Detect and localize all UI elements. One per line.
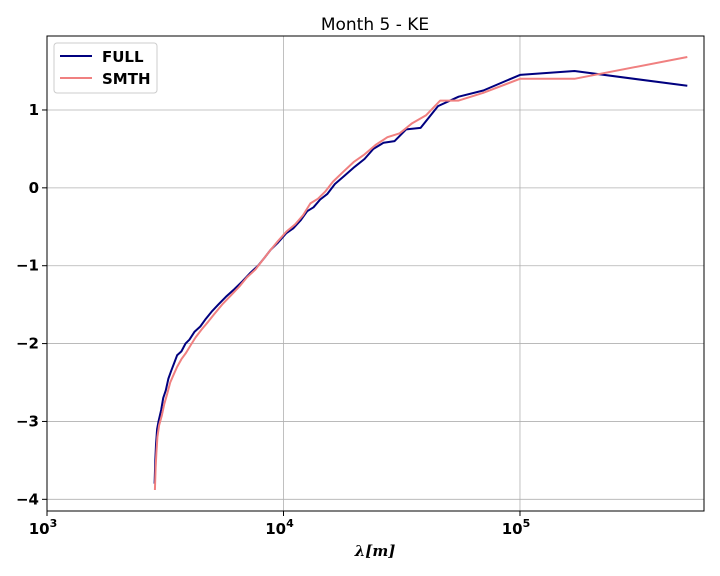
legend-label-full: FULL: [102, 48, 144, 66]
y-tick-label: 1: [29, 101, 39, 119]
y-axis-ticks: −4 −3 −2 −1 0 1: [16, 101, 47, 508]
x-axis-label: λ[m]: [354, 542, 396, 560]
legend: FULL SMTH: [53, 42, 158, 94]
x-axis-ticks: 103 104 105: [29, 511, 531, 538]
x-tick-label: 103: [29, 517, 58, 538]
grid-layer: [46, 36, 704, 511]
y-tick-label: −4: [16, 490, 39, 508]
x-tick-label: 105: [502, 517, 531, 538]
legend-label-smth: SMTH: [102, 70, 151, 88]
x-tick-label: 104: [265, 517, 294, 538]
y-tick-label: −3: [16, 412, 39, 430]
chart-title: Month 5 - KE: [321, 15, 429, 35]
series-layer: [153, 56, 688, 491]
plot-frame: [46, 35, 705, 512]
y-tick-label: 0: [29, 179, 39, 197]
series-line-smth: [153, 56, 688, 491]
y-tick-label: −1: [16, 257, 39, 275]
y-tick-label: −2: [16, 335, 39, 353]
